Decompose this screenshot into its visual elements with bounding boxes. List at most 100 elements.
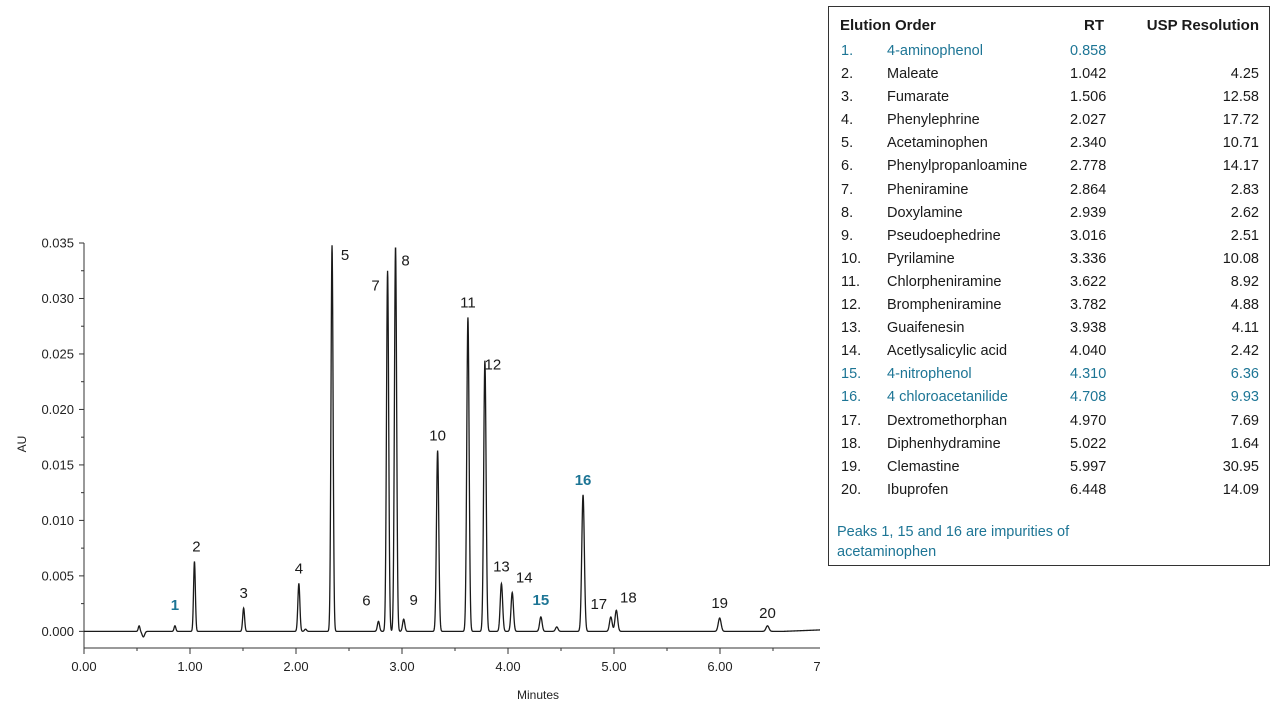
row-number: 11. [841, 273, 861, 290]
peak-label: 16 [575, 472, 592, 489]
elution-rows: 1. 4-aminophenol 0.858 2. Maleate 1.042 4.25 3.… [829, 43, 1269, 505]
retention-time: 3.016 [1070, 227, 1107, 244]
table-row: 10. Pyrilamine 3.336 10.08 [829, 251, 1269, 274]
y-tick-label: 0.000 [41, 624, 74, 639]
retention-time: 3.622 [1070, 273, 1107, 290]
row-number: 10. [841, 250, 862, 267]
retention-time: 2.778 [1070, 158, 1107, 175]
x-tick-label: 5.00 [601, 659, 626, 674]
table-row: 17. Dextromethorphan 4.970 7.69 [829, 413, 1269, 436]
compound-name: Doxylamine [887, 204, 963, 221]
table-row: 13. Guaifenesin 3.938 4.11 [829, 320, 1269, 343]
table-row: 19. Clemastine 5.997 30.95 [829, 459, 1269, 482]
peak-label: 9 [410, 592, 418, 609]
usp-resolution: 4.88 [1230, 297, 1259, 314]
retention-time: 2.864 [1070, 181, 1107, 198]
x-tick-label: 2.00 [283, 659, 308, 674]
axes-group: 0.0000.0050.0100.0150.0200.0250.0300.035… [41, 236, 820, 674]
row-number: 5. [841, 135, 854, 152]
row-number: 8. [841, 204, 854, 221]
compound-name: Chlorpheniramine [887, 273, 1002, 290]
retention-time: 3.336 [1070, 250, 1107, 267]
compound-name: Dextromethorphan [887, 412, 1008, 429]
compound-name: Maleate [887, 66, 939, 83]
retention-time: 2.340 [1070, 135, 1107, 152]
table-row: 6. Phenylpropanloamine 2.778 14.17 [829, 158, 1269, 181]
compound-name: Pyrilamine [887, 250, 955, 267]
peak-label: 4 [295, 561, 303, 578]
peak-label: 5 [341, 247, 349, 264]
peak-label: 15 [533, 592, 550, 609]
table-row: 18. Diphenhydramine 5.022 1.64 [829, 436, 1269, 459]
retention-time: 6.448 [1070, 481, 1107, 498]
usp-resolution: 14.09 [1222, 481, 1259, 498]
usp-resolution: 10.71 [1222, 135, 1259, 152]
compound-name: Brompheniramine [887, 297, 1002, 314]
peak-label: 7 [371, 278, 379, 295]
table-row: 14. Acetlysalicylic acid 4.040 2.42 [829, 343, 1269, 366]
header-rt: RT [1084, 17, 1104, 34]
peak-label: 11 [460, 294, 476, 311]
row-number: 17. [841, 412, 862, 429]
y-tick-label: 0.005 [41, 568, 74, 583]
header-elution-order: Elution Order [840, 17, 936, 34]
usp-resolution: 7.69 [1230, 412, 1259, 429]
retention-time: 4.310 [1070, 366, 1107, 383]
table-row: 7. Pheniramine 2.864 2.83 [829, 182, 1269, 205]
peak-label: 14 [516, 570, 533, 587]
compound-name: Pheniramine [887, 181, 969, 198]
usp-resolution: 10.08 [1222, 250, 1259, 267]
compound-name: Pseudoephedrine [887, 227, 1001, 244]
compound-name: 4-aminophenol [887, 43, 983, 59]
x-axis-title: Minutes [517, 688, 559, 702]
peak-label: 10 [429, 427, 446, 444]
usp-resolution: 4.11 [1231, 320, 1259, 337]
peak-label: 8 [401, 252, 409, 269]
impurities-note: Peaks 1, 15 and 16 are impurities of ace… [837, 524, 1070, 560]
peak-label: 2 [192, 538, 200, 555]
header-usp-resolution: USP Resolution [1146, 17, 1259, 34]
peak-label: 18 [620, 589, 637, 606]
usp-resolution: 1.64 [1230, 435, 1259, 452]
compound-name: Clemastine [887, 458, 960, 475]
peak-label: 1 [171, 597, 179, 614]
compound-name: Phenylephrine [887, 112, 980, 129]
compound-name: Diphenhydramine [887, 435, 1001, 452]
peak-label: 20 [759, 605, 776, 622]
y-axis-title: AU [15, 436, 29, 453]
usp-resolution: 30.95 [1222, 458, 1259, 475]
table-row: 11. Chlorpheniramine 3.622 8.92 [829, 274, 1269, 297]
table-row: 12. Brompheniramine 3.782 4.88 [829, 297, 1269, 320]
usp-resolution: 8.92 [1230, 273, 1259, 290]
compound-name: Phenylpropanloamine [887, 158, 1028, 175]
table-row: 3. Fumarate 1.506 12.58 [829, 89, 1269, 112]
retention-time: 0.858 [1070, 43, 1107, 59]
row-number: 14. [841, 343, 862, 360]
table-row: 16. 4 chloroacetanilide 4.708 9.93 [829, 389, 1269, 412]
compound-name: Acetlysalicylic acid [887, 343, 1008, 360]
retention-time: 2.027 [1070, 112, 1107, 129]
x-tick-label: 6.00 [707, 659, 732, 674]
usp-resolution: 2.83 [1230, 181, 1259, 198]
row-number: 19. [841, 458, 862, 475]
retention-time: 5.022 [1070, 435, 1107, 452]
usp-resolution: 2.42 [1230, 343, 1259, 360]
y-tick-label: 0.015 [41, 457, 74, 472]
row-number: 12. [841, 297, 862, 314]
x-tick-label: 3.00 [389, 659, 414, 674]
retention-time: 4.040 [1070, 343, 1107, 360]
peak-label: 19 [711, 595, 728, 612]
row-number: 15. [841, 366, 862, 383]
usp-resolution: 2.62 [1230, 204, 1259, 221]
compound-name: Acetaminophen [887, 135, 988, 152]
row-number: 1. [841, 43, 854, 59]
x-tick-label: 4.00 [495, 659, 520, 674]
row-number: 7. [841, 181, 854, 198]
usp-resolution: 12.58 [1222, 89, 1259, 106]
x-tick-label: 1.00 [177, 659, 202, 674]
compound-name: Fumarate [887, 89, 950, 106]
compound-name: 4 chloroacetanilide [887, 389, 1008, 406]
usp-resolution: 2.51 [1230, 227, 1259, 244]
chromatogram-trace [84, 245, 820, 638]
